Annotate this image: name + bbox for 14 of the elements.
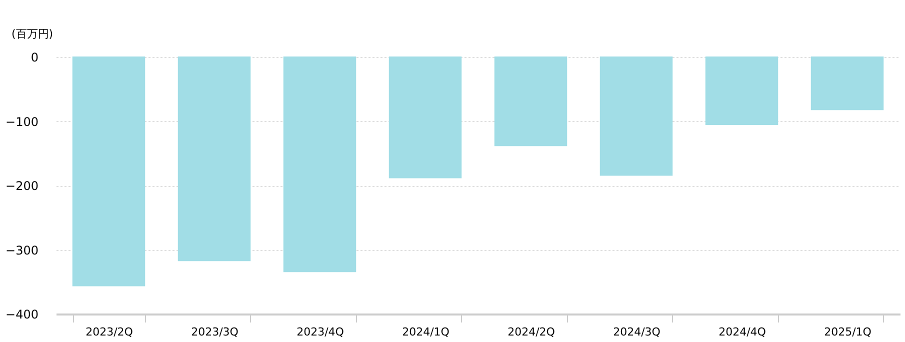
x-tick-label: 2025/1Q [824, 326, 872, 338]
x-tick-label: 2024/3Q [613, 326, 661, 338]
x-tick-label: 2024/1Q [402, 326, 450, 338]
x-tick-label: 2023/4Q [296, 326, 344, 338]
y-tick-label: 0 [30, 50, 38, 64]
y-axis-title: (百万円) [12, 28, 54, 40]
y-tick-label: −200 [6, 179, 38, 193]
x-tick-label: 2023/2Q [86, 326, 134, 338]
y-tick-label: −100 [6, 114, 38, 129]
y-tick-label: −400 [6, 308, 38, 322]
y-tick-label: −300 [6, 243, 38, 258]
x-tick-label: 2023/3Q [191, 326, 239, 338]
x-tick-label: 2024/4Q [718, 326, 766, 338]
x-tick-label: 2024/2Q [508, 326, 556, 338]
